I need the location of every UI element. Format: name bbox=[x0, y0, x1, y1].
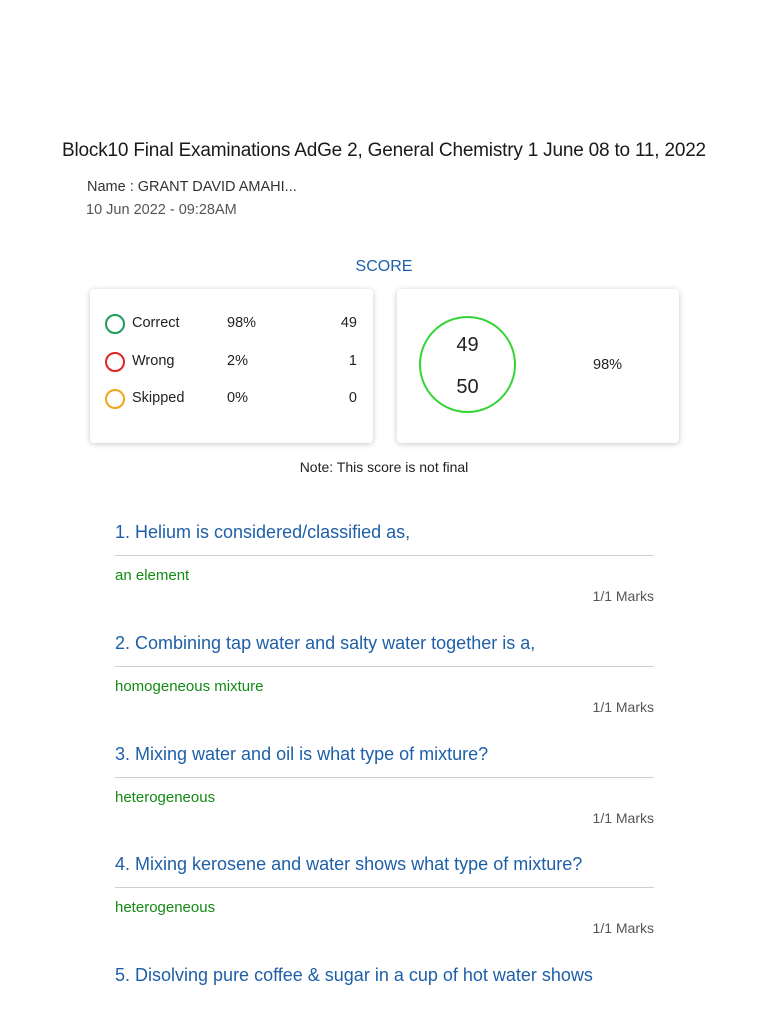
wrong-circle-icon bbox=[105, 352, 125, 372]
question-item: 3. Mixing water and oil is what type of … bbox=[115, 744, 654, 826]
question-text: 2. Combining tap water and salty water t… bbox=[115, 633, 654, 667]
question-text: 3. Mixing water and oil is what type of … bbox=[115, 744, 654, 778]
question-answer: heterogeneous bbox=[115, 899, 216, 916]
stat-percent: 2% bbox=[227, 353, 248, 369]
score-breakdown-card: Correct 98% 49 Wrong 2% 1 Skipped 0% 0 bbox=[90, 289, 373, 443]
stat-count: 49 bbox=[340, 315, 357, 331]
stat-label: Wrong bbox=[132, 353, 175, 369]
question-item: 1. Helium is considered/classified as, a… bbox=[115, 522, 654, 604]
question-answer: heterogeneous bbox=[115, 789, 216, 806]
question-marks: 1/1 Marks bbox=[592, 810, 654, 826]
question-marks: 1/1 Marks bbox=[592, 920, 654, 936]
score-ring: 49 50 bbox=[419, 316, 516, 413]
stat-percent: 98% bbox=[227, 315, 257, 331]
question-text: 1. Helium is considered/classified as, bbox=[115, 522, 654, 556]
submission-date: 10 Jun 2022 - 09:28AM bbox=[86, 202, 237, 218]
score-percent: 98% bbox=[593, 357, 623, 373]
exam-title: Block10 Final Examinations AdGe 2, Gener… bbox=[62, 140, 706, 161]
stat-percent: 0% bbox=[227, 390, 248, 406]
question-text: 4. Mixing kerosene and water shows what … bbox=[115, 854, 654, 888]
stat-row-skipped: Skipped 0% 0 bbox=[90, 387, 373, 411]
score-note: Note: This score is not final bbox=[299, 459, 469, 475]
question-marks: 1/1 Marks bbox=[592, 588, 654, 604]
stat-count: 0 bbox=[348, 390, 357, 406]
question-item: 5. Disolving pure coffee & sugar in a cu… bbox=[115, 965, 654, 998]
question-item: 4. Mixing kerosene and water shows what … bbox=[115, 854, 654, 936]
stat-label: Skipped bbox=[132, 390, 185, 406]
question-answer: homogeneous mixture bbox=[115, 678, 264, 695]
stat-row-wrong: Wrong 2% 1 bbox=[90, 350, 373, 374]
question-answer: an element bbox=[115, 567, 190, 584]
student-name: Name : GRANT DAVID AMAHI... bbox=[87, 179, 297, 195]
question-marks: 1/1 Marks bbox=[592, 699, 654, 715]
stat-label: Correct bbox=[132, 315, 180, 331]
correct-circle-icon bbox=[105, 314, 125, 334]
score-total: 50 bbox=[456, 376, 479, 398]
total-score-card: 49 50 98% bbox=[397, 289, 679, 443]
skipped-circle-icon bbox=[105, 389, 125, 409]
question-item: 2. Combining tap water and salty water t… bbox=[115, 633, 654, 715]
score-obtained: 49 bbox=[456, 334, 479, 356]
question-text: 5. Disolving pure coffee & sugar in a cu… bbox=[115, 965, 593, 985]
score-heading: SCORE bbox=[355, 258, 413, 275]
stat-count: 1 bbox=[348, 353, 357, 369]
stat-row-correct: Correct 98% 49 bbox=[90, 312, 373, 336]
